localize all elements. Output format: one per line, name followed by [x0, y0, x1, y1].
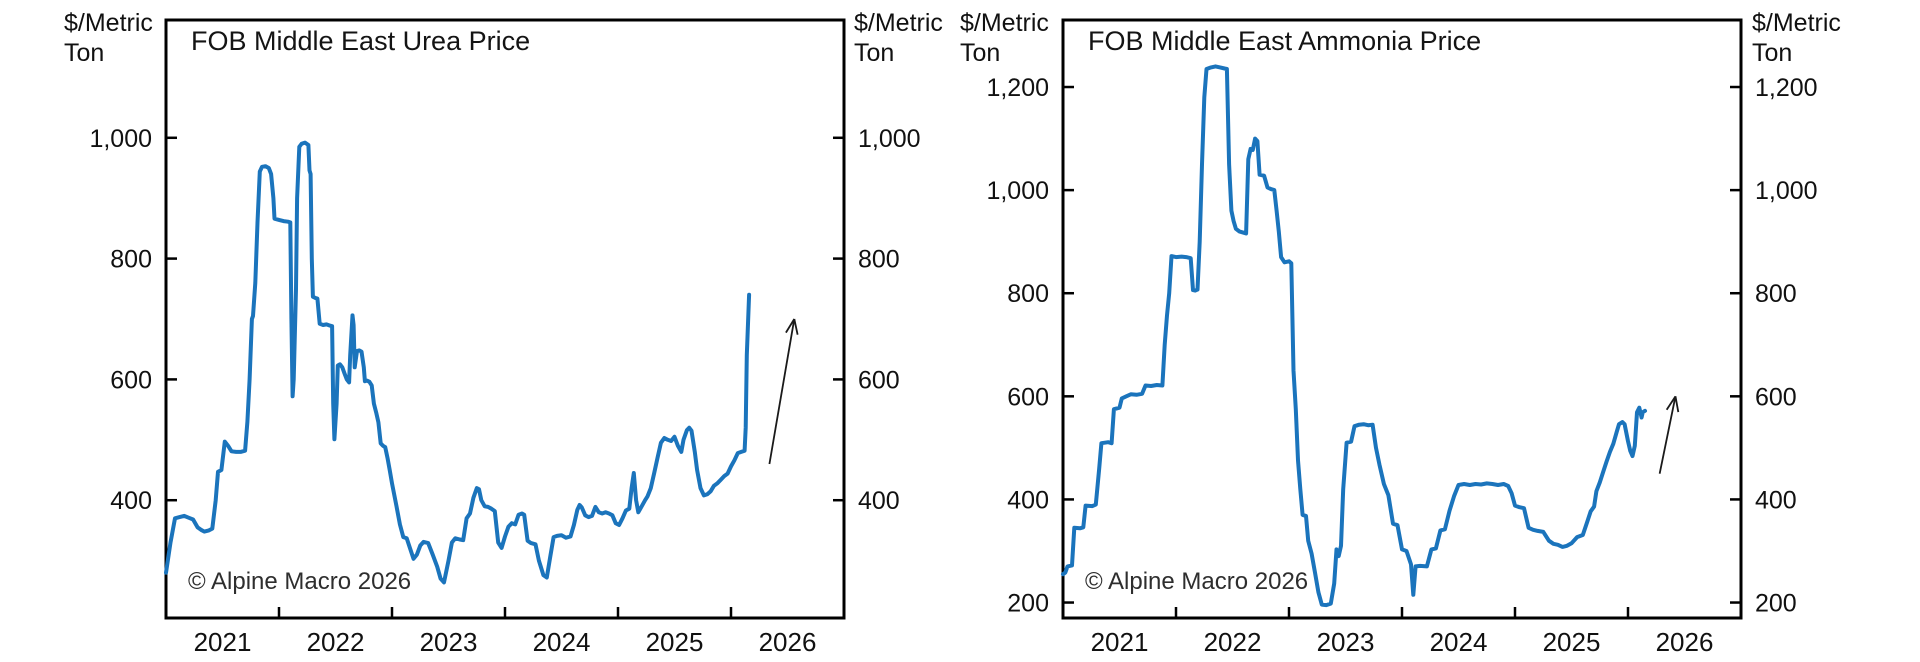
ammonia-price-line — [1061, 64, 1647, 608]
ammonia-ytick-label-right: 400 — [1755, 486, 1797, 514]
urea-copyright: © Alpine Macro 2026 — [188, 568, 412, 595]
urea-xtick-label: 2024 — [533, 627, 591, 657]
ammonia-xtick-label: 2024 — [1430, 627, 1488, 657]
urea-xtick-label: 2022 — [307, 627, 365, 657]
urea-left-axis-unit-label: $/Metric Ton — [64, 9, 153, 67]
ammonia-ytick-label-right: 1,200 — [1755, 74, 1818, 102]
ammonia-up-arrow-shaft — [1658, 396, 1677, 474]
urea-plot-box — [164, 18, 846, 620]
urea-chart-title: FOB Middle East Urea Price — [191, 26, 531, 56]
ammonia-ytick-label-right: 1,000 — [1755, 177, 1818, 205]
ammonia-ytick-label-left: 600 — [1007, 383, 1049, 411]
urea-ytick-label-left: 800 — [110, 246, 152, 274]
urea-xtick-label: 2026 — [759, 627, 817, 657]
urea-xtick-label: 2021 — [194, 627, 252, 657]
urea-xtick-label: 2025 — [646, 627, 704, 657]
ammonia-up-arrow-head — [1674, 396, 1680, 413]
ammonia-xtick-label: 2022 — [1204, 627, 1262, 657]
urea-ytick-label-right: 400 — [858, 487, 900, 515]
urea-ytick-label-left: 400 — [110, 487, 152, 515]
ammonia-ytick-label-left: 1,200 — [986, 74, 1049, 102]
ammonia-right-axis-unit-label: $/Metric Ton — [1752, 9, 1841, 67]
ammonia-ytick-label-right: 800 — [1755, 280, 1797, 308]
urea-price-line — [164, 140, 752, 585]
ammonia-ytick-label-left: 1,000 — [986, 177, 1049, 205]
ammonia-xtick-label: 2026 — [1656, 627, 1714, 657]
urea-ytick-label-right: 1,000 — [858, 125, 921, 153]
urea-ytick-label-right: 600 — [858, 366, 900, 394]
ammonia-left-axis-unit-label: $/Metric Ton — [960, 9, 1049, 67]
urea-up-arrow-head — [793, 318, 799, 335]
ammonia-ytick-label-left: 200 — [1007, 590, 1049, 618]
ammonia-ytick-label-right: 600 — [1755, 383, 1797, 411]
ammonia-plot-box — [1061, 18, 1743, 620]
ammonia-xtick-label: 2025 — [1543, 627, 1601, 657]
ammonia-ytick-label-left: 400 — [1007, 486, 1049, 514]
ammonia-chart-title: FOB Middle East Ammonia Price — [1088, 26, 1482, 56]
urea-right-axis-unit-label: $/Metric Ton — [854, 9, 943, 67]
ammonia-xtick-label: 2021 — [1091, 627, 1149, 657]
urea-ytick-label-left: 1,000 — [89, 125, 152, 153]
urea-up-arrow-head — [785, 318, 796, 334]
urea-ytick-label-left: 600 — [110, 366, 152, 394]
urea-ytick-label-right: 800 — [858, 246, 900, 274]
urea-xtick-label: 2023 — [420, 627, 478, 657]
ammonia-ytick-label-left: 800 — [1007, 280, 1049, 308]
ammonia-up-arrow-head — [1665, 395, 1677, 411]
urea-up-arrow-shaft — [768, 318, 796, 465]
ammonia-xtick-label: 2023 — [1317, 627, 1375, 657]
ammonia-copyright: © Alpine Macro 2026 — [1085, 568, 1309, 595]
ammonia-ytick-label-right: 200 — [1755, 590, 1797, 618]
